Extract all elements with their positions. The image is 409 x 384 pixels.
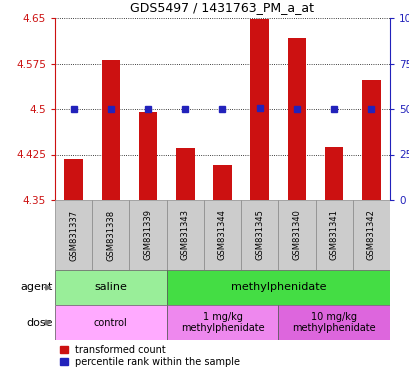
Bar	[361, 80, 380, 200]
Bar	[175, 149, 194, 200]
Bar	[213, 165, 231, 200]
Bar	[92, 200, 129, 270]
Bar	[278, 200, 315, 270]
Text: saline: saline	[94, 283, 127, 293]
Text: GSM831343: GSM831343	[180, 210, 189, 260]
Bar	[166, 305, 278, 340]
Bar	[278, 305, 389, 340]
Bar	[129, 200, 166, 270]
Text: agent: agent	[21, 283, 53, 293]
Text: 10 mg/kg
methylphenidate: 10 mg/kg methylphenidate	[292, 312, 375, 333]
Text: control: control	[94, 318, 127, 328]
Bar	[352, 200, 389, 270]
Bar	[55, 305, 166, 340]
Bar	[203, 200, 240, 270]
Bar	[101, 60, 120, 200]
Title: GDS5497 / 1431763_PM_a_at: GDS5497 / 1431763_PM_a_at	[130, 1, 314, 14]
Text: GSM831339: GSM831339	[143, 210, 152, 260]
Text: 1 mg/kg
methylphenidate: 1 mg/kg methylphenidate	[180, 312, 264, 333]
Bar	[64, 159, 83, 200]
Bar	[324, 147, 343, 200]
Bar	[166, 270, 389, 305]
Text: GSM831337: GSM831337	[69, 209, 78, 261]
Bar	[55, 200, 92, 270]
Bar	[240, 200, 278, 270]
Bar	[250, 19, 268, 200]
Bar	[138, 112, 157, 200]
Bar	[166, 200, 203, 270]
Text: GSM831345: GSM831345	[254, 210, 263, 260]
Text: GSM831344: GSM831344	[218, 210, 227, 260]
Text: dose: dose	[27, 318, 53, 328]
Bar	[287, 38, 306, 200]
Bar	[55, 270, 166, 305]
Text: GSM831338: GSM831338	[106, 209, 115, 261]
Text: methylphenidate: methylphenidate	[230, 283, 325, 293]
Legend: transformed count, percentile rank within the sample: transformed count, percentile rank withi…	[60, 345, 240, 367]
Text: GSM831342: GSM831342	[366, 210, 375, 260]
Text: GSM831340: GSM831340	[292, 210, 301, 260]
Bar	[315, 200, 352, 270]
Text: GSM831341: GSM831341	[329, 210, 338, 260]
